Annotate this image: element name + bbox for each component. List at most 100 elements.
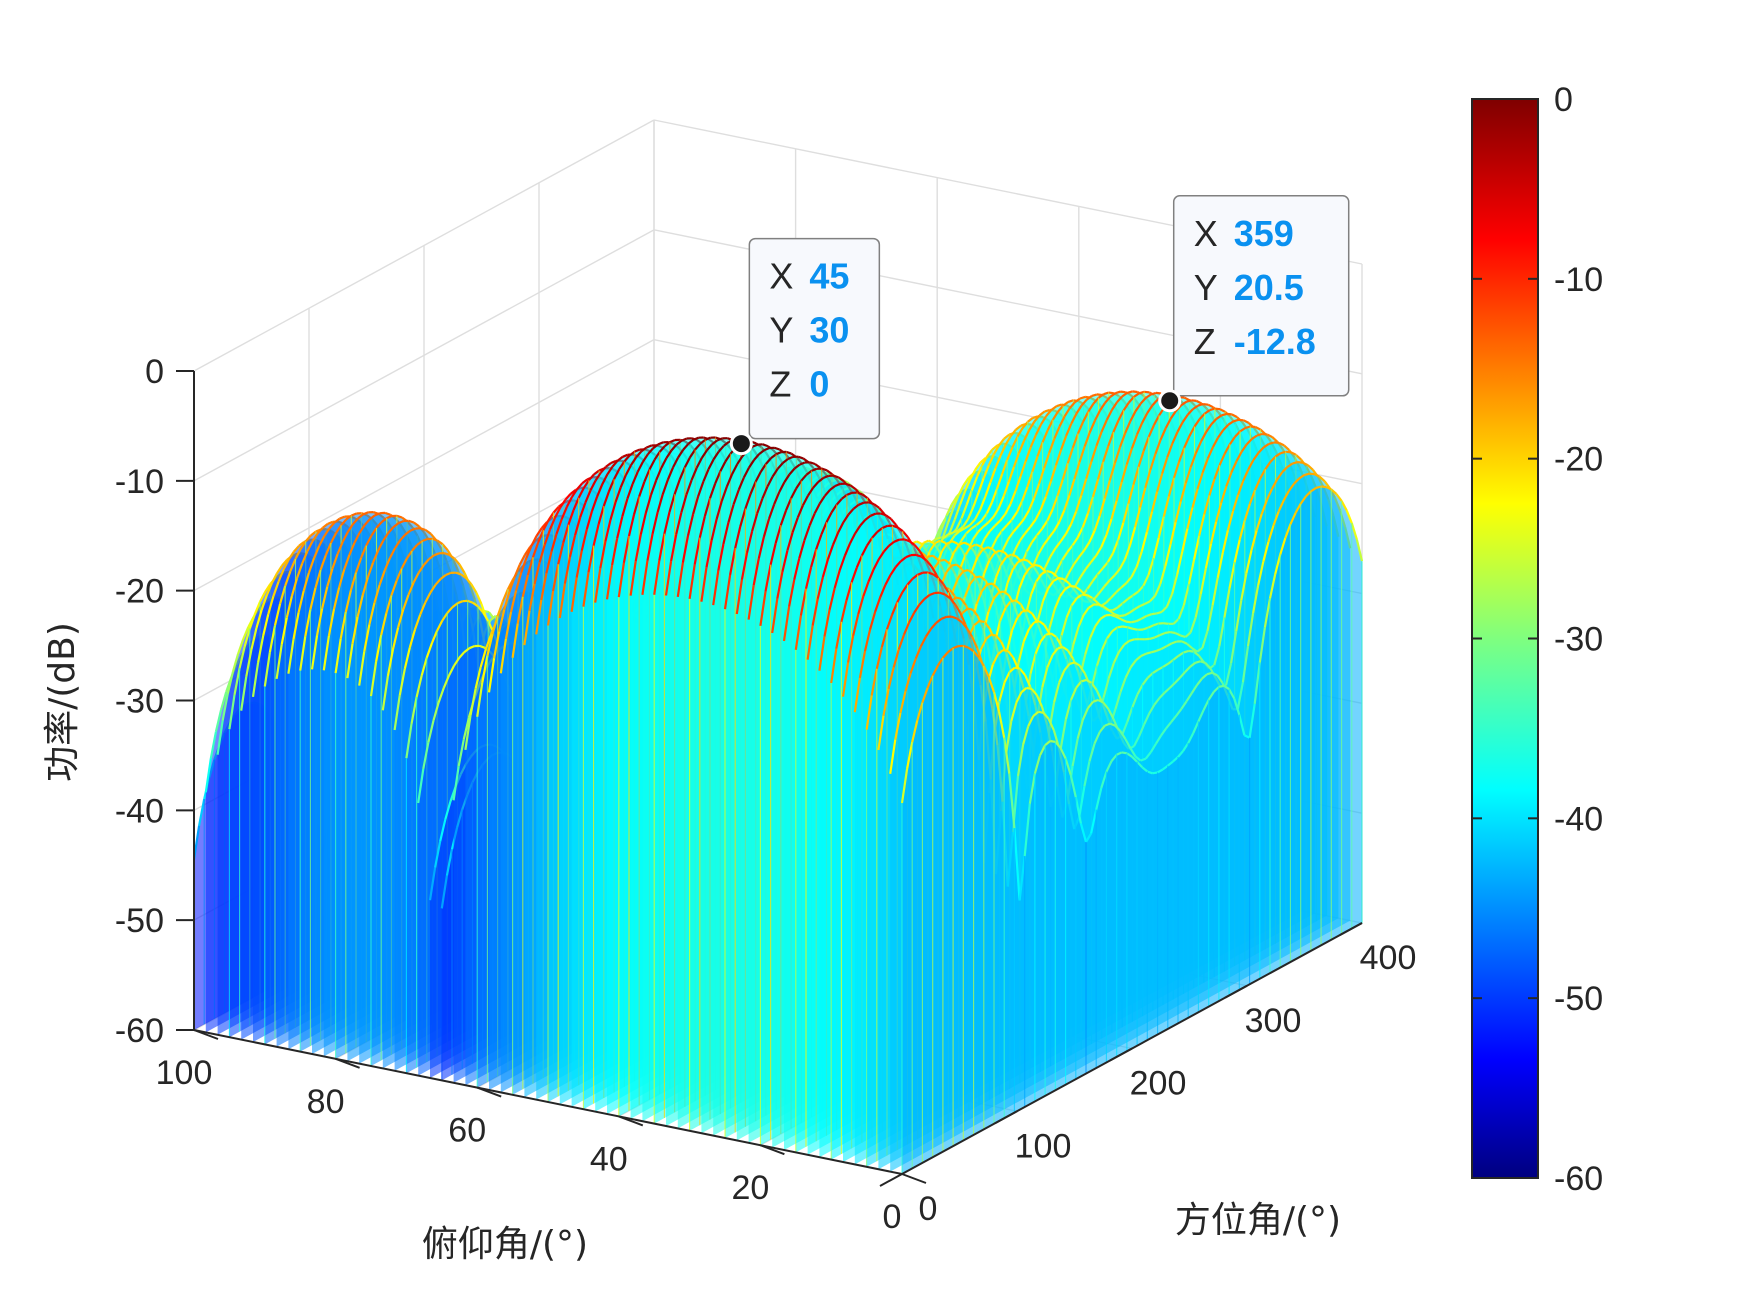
surface-mesh-line [297,590,305,613]
surface-mesh-line [327,608,336,637]
surface-mesh-line [360,545,368,559]
surface-mesh-line [465,577,473,585]
surface-mesh-line [279,585,287,605]
surface-mesh-line [964,478,972,492]
surface-mesh-line [412,572,420,584]
surface-mesh-line [585,510,594,530]
surface-mesh-line [540,573,548,601]
surface-mesh-line [458,651,466,659]
surface-mesh-line [316,527,324,535]
surface-mesh-line [231,653,240,673]
surface-mesh-line [390,580,398,596]
surface-mesh-line [405,723,413,759]
surface-mesh-line [611,538,619,566]
surface-mesh-line [623,454,631,463]
surface-mesh-line [975,465,984,478]
surface-mesh-line [332,587,341,610]
surface-mesh-line [312,545,321,559]
surface-mesh-line [503,591,511,610]
surface-mesh-line [387,526,395,534]
surface-mesh-line [393,695,401,731]
surface-mesh-line [422,741,430,770]
surface-mesh-line [577,487,585,499]
surface-mesh-line [974,461,982,471]
surface-mesh-line [451,602,459,609]
surface-mesh-line [334,638,342,674]
surface-mesh-line [987,453,995,466]
surface-mesh-line [568,534,577,558]
surface-mesh-line [346,643,354,679]
surface-mesh-line [236,638,245,655]
surface-mesh-line [428,554,435,561]
surface-mesh-line [579,502,587,518]
surface-mesh-line [504,611,513,640]
surface-mesh-line [457,600,464,605]
surface-mesh-line [610,459,617,465]
surface-mesh-line [597,505,605,525]
surface-mesh-line [259,591,267,603]
surface-mesh-line [374,512,381,517]
surface-mesh-line [434,840,442,868]
surface-mesh-line [927,554,934,558]
surface-mesh-line [518,554,526,566]
surface-mesh-line [1103,391,1110,396]
surface-mesh-line [958,490,967,506]
surface-mesh-line [419,602,427,616]
surface-mesh-line [385,595,393,614]
surface-mesh-line [588,473,595,481]
surface-mesh-line [955,517,963,530]
surface-mesh-line [321,586,329,609]
surface-mesh-line [562,524,570,544]
surface-mesh-line [641,453,649,463]
surface-mesh-line [352,517,359,525]
surface-mesh-line [424,529,432,535]
surface-mesh-line [491,615,499,635]
surface-plot [192,390,1364,1174]
surface-mesh-line [986,448,994,457]
surface-mesh-line [596,483,604,497]
surface-mesh-line [216,720,224,755]
surface-mesh-line [263,652,271,687]
surface-mesh-line [535,599,543,635]
surface-mesh-line [268,625,277,653]
surface-mesh-line [457,739,465,767]
surface-mesh-line [356,595,364,618]
surface-mesh-line [233,667,241,696]
surface-mesh-line [299,636,307,671]
surface-mesh-line [657,441,664,446]
surface-mesh-line [198,798,206,826]
surface-mesh-line [285,595,293,619]
surface-mesh-line [455,571,462,576]
surface-mesh-line [265,582,273,596]
surface-mesh-line [484,634,493,650]
surface-mesh-line [388,547,396,559]
surface-mesh-line [432,702,440,721]
surface-mesh-line [453,557,461,566]
surface-mesh-line [363,624,371,652]
surface-mesh-line [424,592,432,604]
surface-mesh-line [446,606,454,614]
surface-mesh-line [431,537,438,542]
surface-mesh-line [1091,393,1098,397]
surface-mesh-line [341,531,349,543]
surface-mesh-line [314,569,322,589]
surface-mesh-line [243,628,251,647]
surface-mesh-line [498,609,506,632]
surface-mesh-line [302,572,310,592]
surface-mesh-line [329,532,337,544]
surface-mesh-line [567,509,575,526]
surface-mesh-line [998,438,1005,446]
surface-mesh-line [298,541,305,547]
surface-mesh-line [228,694,236,730]
surface-mesh-line [618,460,626,470]
surface-mesh-line [442,675,450,689]
surface-mesh-line [550,533,558,552]
surface-mesh-line [481,655,489,683]
surface-mesh-line [479,648,487,668]
surface-mesh-line [420,527,426,532]
surface-mesh-line [942,522,950,538]
surface-mesh-line [445,848,454,876]
surface-mesh-line [408,629,417,648]
surface-mesh-line [380,517,388,523]
surface-mesh-line [977,478,985,494]
